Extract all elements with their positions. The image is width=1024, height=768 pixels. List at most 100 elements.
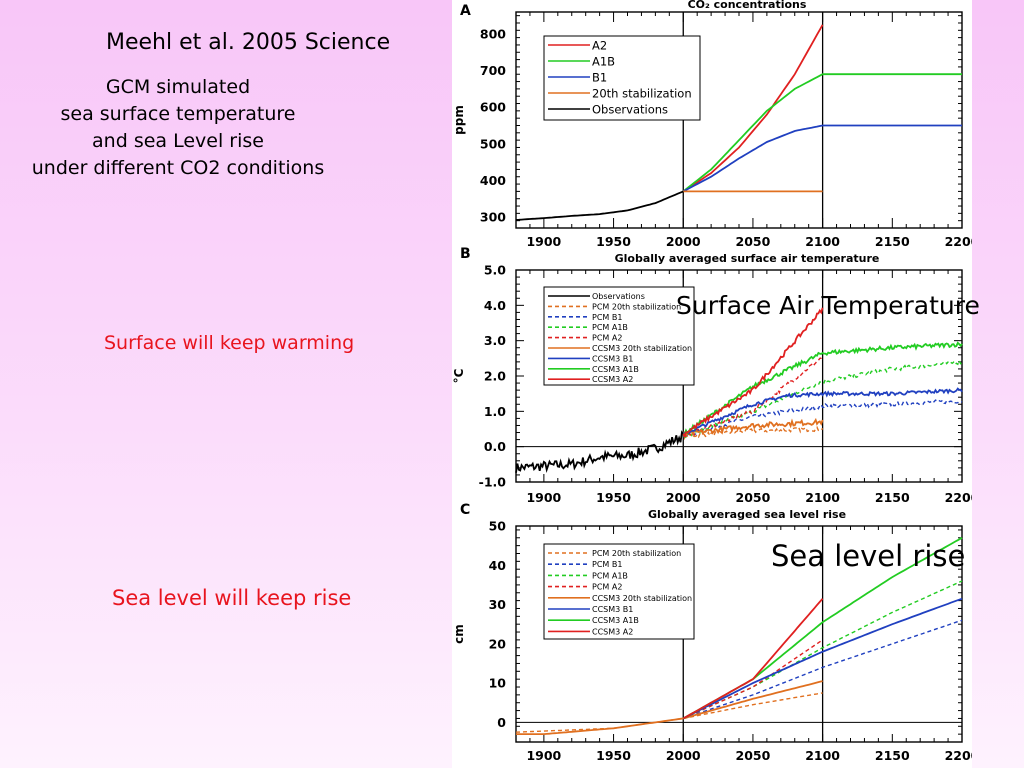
y-tick-label: -1.0 (479, 475, 507, 490)
y-tick-label: 700 (480, 63, 506, 78)
panel-letter: B (460, 246, 471, 262)
panel-letter: A (460, 3, 471, 19)
x-tick-label: 2050 (736, 490, 771, 505)
x-tick-label: 1950 (596, 748, 631, 763)
legend-box (543, 35, 701, 121)
warming-note: Surface will keep warming (104, 332, 355, 354)
series-line (683, 417, 824, 437)
x-tick-label: 2150 (875, 748, 910, 763)
legend-entry: Observations (592, 292, 645, 301)
y-axis-label: °C (452, 368, 466, 383)
x-tick-label: 1900 (526, 748, 561, 763)
legend-entry: PCM A2 (592, 334, 622, 343)
chart-panel-c: 0 10 20 30 40 50 1900 1950 2000 2050 2100 2150 2200 C… (452, 502, 972, 763)
y-axis-label: cm (452, 624, 466, 644)
y-tick-label: 40 (489, 558, 507, 573)
legend-entry: PCM A1B (592, 323, 628, 332)
chart-panel-a: 300 400 500 600 700 800 1900 1950 2000 2050 2100 21… (452, 0, 972, 249)
legend-entry: CCSM3 A2 (592, 375, 633, 384)
x-tick-label: 1900 (526, 234, 561, 249)
y-tick-label: 0 (497, 715, 506, 730)
sea-level-note: Sea level will keep rise (112, 586, 352, 610)
x-tick-label: 2000 (666, 748, 701, 763)
y-tick-label: 3.0 (484, 333, 506, 348)
series-line (515, 692, 823, 733)
y-tick-label: 400 (480, 173, 506, 188)
y-tick-label: 4.0 (484, 298, 506, 313)
y-tick-label: 2.0 (484, 369, 506, 384)
y-tick-label: 5.0 (484, 263, 506, 278)
surface-air-temperature-label: Surface Air Temperature (676, 291, 980, 320)
series-line (683, 619, 963, 720)
x-tick-label: 2200 (945, 748, 972, 763)
series-line (515, 430, 685, 474)
gcm-line: sea surface temperature (60, 103, 296, 125)
panel-title: Globally averaged sea level rise (648, 508, 846, 521)
x-tick-label: 2200 (945, 490, 972, 505)
y-tick-label: 50 (489, 519, 507, 534)
y-tick-label: 20 (489, 636, 507, 651)
series-line (683, 341, 963, 436)
legend-entry: CCSM3 A2 (592, 627, 633, 636)
figure-panel: 300 400 500 600 700 800 1900 1950 2000 2050 2100 21… (452, 0, 972, 768)
series-line (682, 24, 824, 193)
y-tick-label: 600 (480, 100, 506, 115)
series-line (516, 680, 823, 735)
y-tick-label: 1.0 (484, 404, 506, 419)
chart-panel-b: -1.0 0.0 1.0 2.0 3.0 4.0 5.0 1900 1950 2000 2050 21… (452, 246, 972, 505)
series-line (515, 190, 684, 221)
gcm-line: GCM simulated (105, 76, 251, 98)
legend-box (543, 543, 695, 640)
x-tick-label: 2100 (805, 234, 840, 249)
series-line (682, 358, 963, 438)
legend-entry: CCSM3 20th stabilization (592, 344, 692, 353)
legend-entry: PCM 20th stabilization (592, 549, 681, 558)
legend-entry: A1B (592, 54, 615, 68)
citation: Meehl et al. 2005 Science (106, 30, 391, 55)
series-line (682, 426, 824, 441)
series-line (682, 387, 963, 435)
legend-entry: 20th stabilization (592, 86, 692, 100)
panel-letter: C (460, 502, 470, 518)
legend-entry: CCSM3 A1B (592, 616, 639, 625)
y-tick-label: 0.0 (484, 439, 506, 454)
x-tick-label: 2100 (805, 748, 840, 763)
x-tick-label: 2000 (666, 490, 701, 505)
legend-entry: A2 (592, 38, 607, 52)
y-tick-label: 800 (480, 26, 506, 41)
gcm-line: under different CO2 conditions (31, 157, 325, 179)
legend-entry: B1 (592, 70, 607, 84)
series-line (682, 73, 962, 193)
x-tick-label: 2000 (666, 234, 701, 249)
x-tick-label: 2050 (736, 748, 771, 763)
x-tick-label: 1900 (526, 490, 561, 505)
y-tick-label: 10 (489, 676, 507, 691)
x-tick-label: 2150 (875, 490, 910, 505)
x-tick-label: 2050 (736, 234, 771, 249)
sea-level-rise-label: Sea level rise (771, 539, 966, 573)
legend-entry: PCM A1B (592, 571, 628, 580)
legend-entry: CCSM3 B1 (592, 605, 633, 614)
series-line (682, 598, 824, 720)
y-tick-label: 30 (489, 597, 507, 612)
legend-entry: PCM 20th stabilization (592, 302, 681, 311)
legend-entry: Observations (592, 102, 668, 116)
legend-entry: CCSM3 B1 (592, 354, 633, 363)
gcm-line: and sea Level rise (92, 130, 264, 152)
y-tick-label: 300 (480, 210, 506, 225)
y-tick-label: 500 (480, 136, 506, 151)
series-line (682, 597, 963, 720)
x-tick-label: 2100 (805, 490, 840, 505)
legend-entry: PCM A2 (592, 583, 622, 592)
series-line (682, 307, 824, 438)
series-line (682, 124, 962, 193)
legend-entry: CCSM3 A1B (592, 365, 639, 374)
legend-entry: PCM B1 (592, 560, 622, 569)
gcm-description: GCM simulated sea surface temperature an… (0, 74, 356, 182)
legend-entry: PCM B1 (592, 313, 622, 322)
legend-entry: CCSM3 20th stabilization (592, 594, 692, 603)
x-tick-label: 1950 (596, 234, 631, 249)
x-tick-label: 2200 (945, 234, 972, 249)
x-tick-label: 1950 (596, 490, 631, 505)
